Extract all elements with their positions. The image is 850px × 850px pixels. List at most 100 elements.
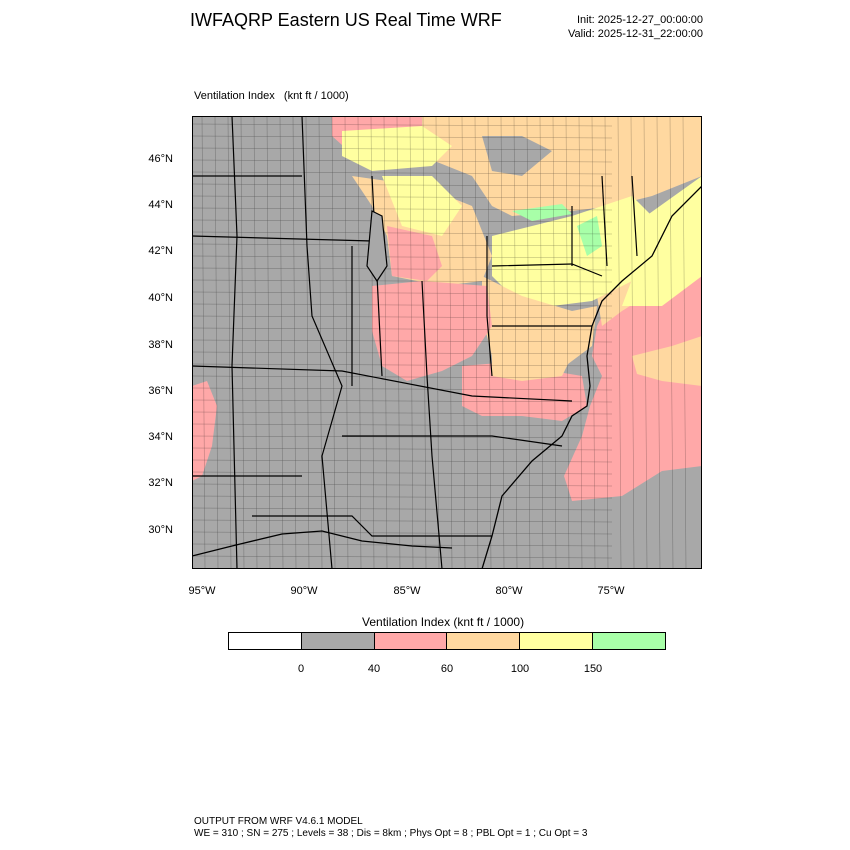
county-line bbox=[192, 519, 613, 523]
lat-label: 38°N bbox=[148, 339, 173, 351]
county-line bbox=[422, 116, 427, 569]
county-line bbox=[383, 116, 388, 569]
init-time: Init: 2025-12-27_00:00:00 bbox=[577, 14, 703, 26]
county-line bbox=[192, 531, 613, 535]
county-line bbox=[253, 116, 258, 569]
lon-label: 85°W bbox=[393, 585, 421, 597]
run-times: Init: 2025-12-27_00:00:00 Valid: 2025-12… bbox=[568, 13, 703, 41]
county-line bbox=[591, 116, 596, 569]
county-line bbox=[192, 555, 613, 559]
county-line bbox=[192, 195, 613, 199]
colorbar-label: 150 bbox=[583, 663, 603, 675]
county-line bbox=[409, 116, 414, 569]
plot-title: IWFAQRP Eastern US Real Time WRF bbox=[190, 10, 502, 30]
lon-label: 80°W bbox=[495, 585, 523, 597]
county-line bbox=[474, 116, 479, 569]
county-line bbox=[192, 423, 613, 427]
county-line bbox=[192, 303, 613, 307]
county-line bbox=[192, 351, 613, 355]
ventilation-index-map bbox=[192, 116, 702, 569]
county-line bbox=[214, 116, 219, 569]
county-line bbox=[526, 116, 531, 569]
colorbar-label: 60 bbox=[440, 663, 454, 675]
county-boundaries bbox=[192, 116, 687, 569]
county-line bbox=[192, 207, 613, 211]
county-line bbox=[643, 116, 648, 569]
state-boundaries bbox=[192, 116, 638, 569]
north-gray-region bbox=[482, 136, 552, 176]
colorbar-segment bbox=[520, 633, 594, 649]
lat-label: 40°N bbox=[148, 292, 173, 304]
colorbar-label: 40 bbox=[367, 663, 381, 675]
colorbar-segment bbox=[447, 633, 521, 649]
county-line bbox=[192, 339, 613, 343]
model-version: OUTPUT FROM WRF V4.6.1 MODEL bbox=[194, 816, 363, 827]
county-line bbox=[604, 116, 609, 569]
county-line bbox=[396, 116, 401, 569]
county-line bbox=[448, 116, 453, 569]
valid-time: Valid: 2025-12-31_22:00:00 bbox=[568, 28, 703, 40]
county-line bbox=[292, 116, 297, 569]
lat-label: 34°N bbox=[148, 431, 173, 443]
county-line bbox=[227, 116, 232, 569]
county-line bbox=[192, 219, 613, 223]
county-line bbox=[192, 495, 613, 499]
county-line bbox=[240, 116, 245, 569]
virginia-orange-region bbox=[492, 346, 572, 381]
colorbar-title: Ventilation Index (knt ft / 1000) bbox=[362, 615, 525, 629]
county-line bbox=[578, 116, 583, 569]
colorbar-segment bbox=[229, 633, 302, 649]
ohio-valley-pink-region bbox=[372, 281, 492, 381]
atlantic-pink-region bbox=[564, 276, 702, 501]
lon-label: 95°W bbox=[188, 585, 216, 597]
county-line bbox=[630, 116, 635, 569]
county-line bbox=[344, 116, 349, 569]
county-line bbox=[192, 411, 613, 415]
county-line bbox=[617, 116, 622, 569]
county-line bbox=[192, 147, 613, 151]
county-line bbox=[192, 171, 613, 175]
county-line bbox=[513, 116, 518, 569]
county-line bbox=[192, 123, 613, 127]
county-line bbox=[192, 483, 613, 487]
county-line bbox=[487, 116, 492, 569]
county-line bbox=[539, 116, 544, 569]
county-line bbox=[192, 399, 613, 403]
county-line bbox=[565, 116, 570, 569]
county-line bbox=[192, 435, 613, 439]
county-line bbox=[192, 243, 613, 247]
county-line bbox=[192, 279, 613, 283]
county-line bbox=[318, 116, 323, 569]
county-line bbox=[192, 159, 613, 163]
colorbar-label: 100 bbox=[510, 663, 530, 675]
county-line bbox=[192, 387, 613, 391]
lat-label: 44°N bbox=[148, 199, 173, 211]
county-line bbox=[192, 363, 613, 367]
lat-label: 36°N bbox=[148, 385, 173, 397]
county-line bbox=[266, 116, 271, 569]
county-line bbox=[669, 116, 674, 569]
lon-label: 75°W bbox=[597, 585, 625, 597]
lon-label: 90°W bbox=[290, 585, 318, 597]
field-units: (knt ft / 1000) bbox=[283, 90, 349, 102]
county-line bbox=[192, 327, 613, 331]
colorbar-segment bbox=[593, 633, 665, 649]
county-line bbox=[435, 116, 440, 569]
michigan-pink-region bbox=[387, 226, 442, 281]
gulf-coastline bbox=[192, 530, 453, 557]
county-line bbox=[201, 116, 206, 569]
county-line bbox=[192, 471, 613, 475]
county-line bbox=[552, 116, 557, 569]
county-line bbox=[192, 135, 613, 139]
map-canvas bbox=[192, 116, 702, 569]
field-name: Ventilation Index bbox=[194, 90, 275, 102]
model-info: OUTPUT FROM WRF V4.6.1 MODEL WE = 310 ; … bbox=[194, 816, 587, 840]
great-lakes-outline bbox=[366, 210, 388, 283]
county-line bbox=[656, 116, 661, 569]
model-config: WE = 310 ; SN = 275 ; Levels = 38 ; Dis … bbox=[194, 828, 588, 839]
county-line bbox=[461, 116, 466, 569]
county-line bbox=[192, 267, 613, 271]
southwest-pink-region bbox=[192, 381, 217, 481]
county-line bbox=[682, 116, 687, 569]
lat-label: 32°N bbox=[148, 477, 173, 489]
